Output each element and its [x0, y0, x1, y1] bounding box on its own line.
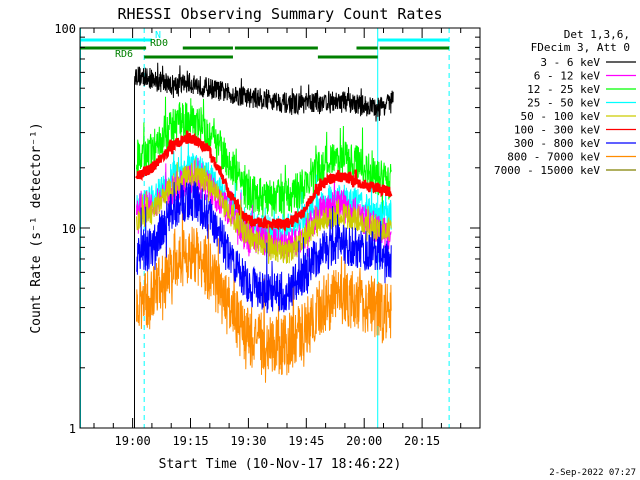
- flag-label-rd6: RD6: [115, 49, 133, 60]
- x-axis-label: Start Time (10-Nov-17 18:46:22): [159, 457, 402, 472]
- legend-entry-5: 100 - 300 keV: [514, 124, 600, 137]
- legend-entry-4: 50 - 100 keV: [521, 110, 601, 123]
- y-tick-label: 1: [69, 422, 76, 436]
- x-tick-label: 19:45: [288, 434, 324, 448]
- legend-entry-3: 25 - 50 keV: [527, 97, 600, 110]
- y-tick-label: 10: [62, 222, 76, 236]
- flag-label-rd0: RD0: [150, 38, 168, 49]
- series-line-6: [136, 181, 392, 314]
- x-tick-label: 20:15: [404, 434, 440, 448]
- x-tick-label: 19:15: [172, 434, 208, 448]
- legend-entry-1: 6 - 12 keV: [534, 70, 601, 83]
- series-line-0: [134, 62, 394, 428]
- flag-label-n: N: [155, 30, 161, 41]
- series-line-7: [136, 190, 392, 383]
- x-tick-label: 19:30: [230, 434, 266, 448]
- series-line-2: [136, 96, 392, 223]
- legend-entry-8: 7000 - 15000 keV: [494, 164, 600, 177]
- series-line-5: [135, 130, 393, 232]
- legend-entry-6: 300 - 800 keV: [514, 137, 600, 150]
- y-tick-label: 100: [54, 22, 76, 36]
- legend-header-line: FDecim 3, Att 0: [531, 41, 630, 54]
- legend-entry-2: 12 - 25 keV: [527, 83, 600, 96]
- legend-entry-0: 3 - 6 keV: [540, 56, 600, 69]
- x-tick-label: 20:00: [346, 434, 382, 448]
- series-line-4: [136, 158, 392, 264]
- y-axis-label: Count Rate (s⁻¹ detector⁻¹): [29, 122, 44, 333]
- axes: 1 10 100 19:00 19:15 19:30 19:45 20:00 20:15: [54, 22, 481, 448]
- chart-title: RHESSI Observing Summary Count Rates: [117, 5, 442, 23]
- x-tick-label: 19:00: [115, 434, 151, 448]
- date-stamp: 2-Sep-2022 07:27: [549, 468, 636, 478]
- legend-header-line: Det 1,3,6,: [564, 28, 630, 41]
- legend-entry-7: 800 - 7000 keV: [507, 151, 600, 164]
